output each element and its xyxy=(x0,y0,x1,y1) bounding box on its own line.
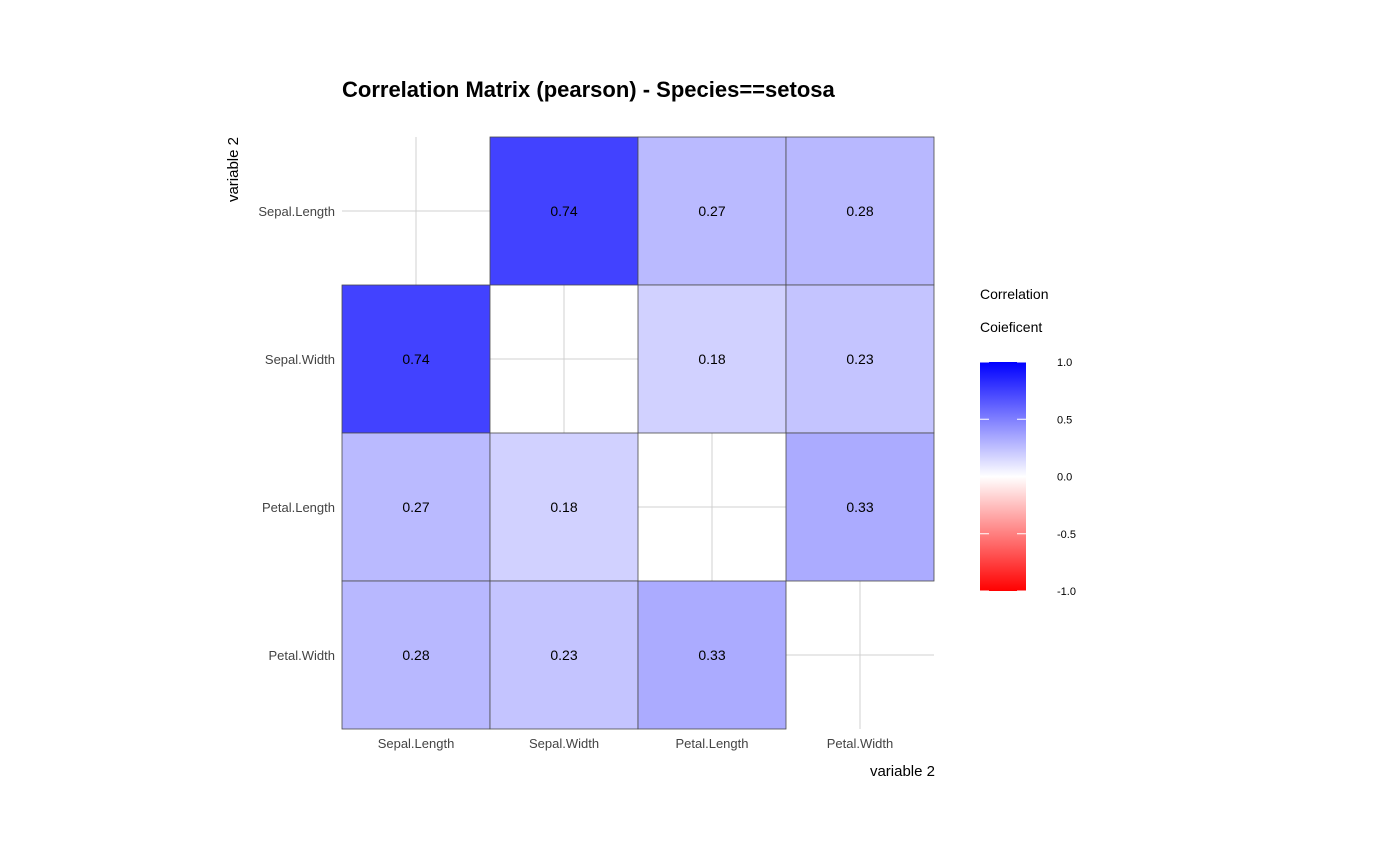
cell-value-label: 0.33 xyxy=(698,647,725,663)
cell-value-label: 0.74 xyxy=(402,351,429,367)
cell-value-label: 0.23 xyxy=(550,647,577,663)
cell-value-label: 0.23 xyxy=(846,351,873,367)
x-tick-label: Petal.Length xyxy=(675,736,748,751)
x-axis-label: variable 2 xyxy=(870,763,935,780)
heatmap-cell xyxy=(785,284,935,434)
legend-title-line1: Correlation xyxy=(980,286,1048,302)
color-legend: Correlation Coieficent 1.0 0.5 0.0 -0.5 -1.0 xyxy=(980,286,1076,598)
x-axis-ticks: Sepal.Length Sepal.Width Petal.Length Petal… xyxy=(378,736,894,751)
y-tick-label: Sepal.Length xyxy=(258,204,335,219)
y-axis-ticks: Sepal.Length Sepal.Width Petal.Length Petal… xyxy=(258,204,335,663)
cell-value-label: 0.18 xyxy=(550,499,577,515)
legend-title-line2: Coieficent xyxy=(980,319,1042,335)
legend-tick-label: 0.5 xyxy=(1057,414,1072,426)
heatmap-cell xyxy=(785,136,935,286)
x-tick-label: Sepal.Width xyxy=(529,736,599,751)
legend-tick-label: -0.5 xyxy=(1057,529,1076,541)
heatmap-cell xyxy=(637,136,787,286)
legend-tick-label: 0.0 xyxy=(1057,472,1072,484)
x-tick-label: Petal.Width xyxy=(827,736,893,751)
heatmap-cells xyxy=(341,136,935,730)
y-axis-label: variable 2 xyxy=(225,137,242,202)
heatmap-cell xyxy=(341,284,491,434)
heatmap-cell xyxy=(637,580,787,730)
heatmap-cell xyxy=(489,580,639,730)
cell-value-label: 0.33 xyxy=(846,499,873,515)
legend-tick-label: 1.0 xyxy=(1057,357,1072,369)
heatmap-cell xyxy=(489,136,639,286)
cell-value-label: 0.18 xyxy=(698,351,725,367)
heatmap-cell xyxy=(785,432,935,582)
cell-value-label: 0.28 xyxy=(846,203,873,219)
heatmap-cell xyxy=(489,432,639,582)
cell-value-labels: 0.74 0.27 0.28 0.74 0.18 0.23 0.27 0.18 0.33 0.28… xyxy=(402,203,873,663)
y-tick-label: Petal.Length xyxy=(262,500,335,515)
legend-tick-label: -1.0 xyxy=(1057,586,1076,598)
chart-title: Correlation Matrix (pearson) - Species==… xyxy=(342,77,835,102)
x-tick-label: Sepal.Length xyxy=(378,736,455,751)
y-tick-label: Petal.Width xyxy=(269,648,335,663)
cell-value-label: 0.74 xyxy=(550,203,577,219)
cell-value-label: 0.27 xyxy=(402,499,429,515)
cell-value-label: 0.27 xyxy=(698,203,725,219)
legend-ticks: 1.0 0.5 0.0 -0.5 -1.0 xyxy=(980,357,1076,598)
cell-value-label: 0.28 xyxy=(402,647,429,663)
heatmap-cell xyxy=(341,432,491,582)
y-tick-label: Sepal.Width xyxy=(265,352,335,367)
